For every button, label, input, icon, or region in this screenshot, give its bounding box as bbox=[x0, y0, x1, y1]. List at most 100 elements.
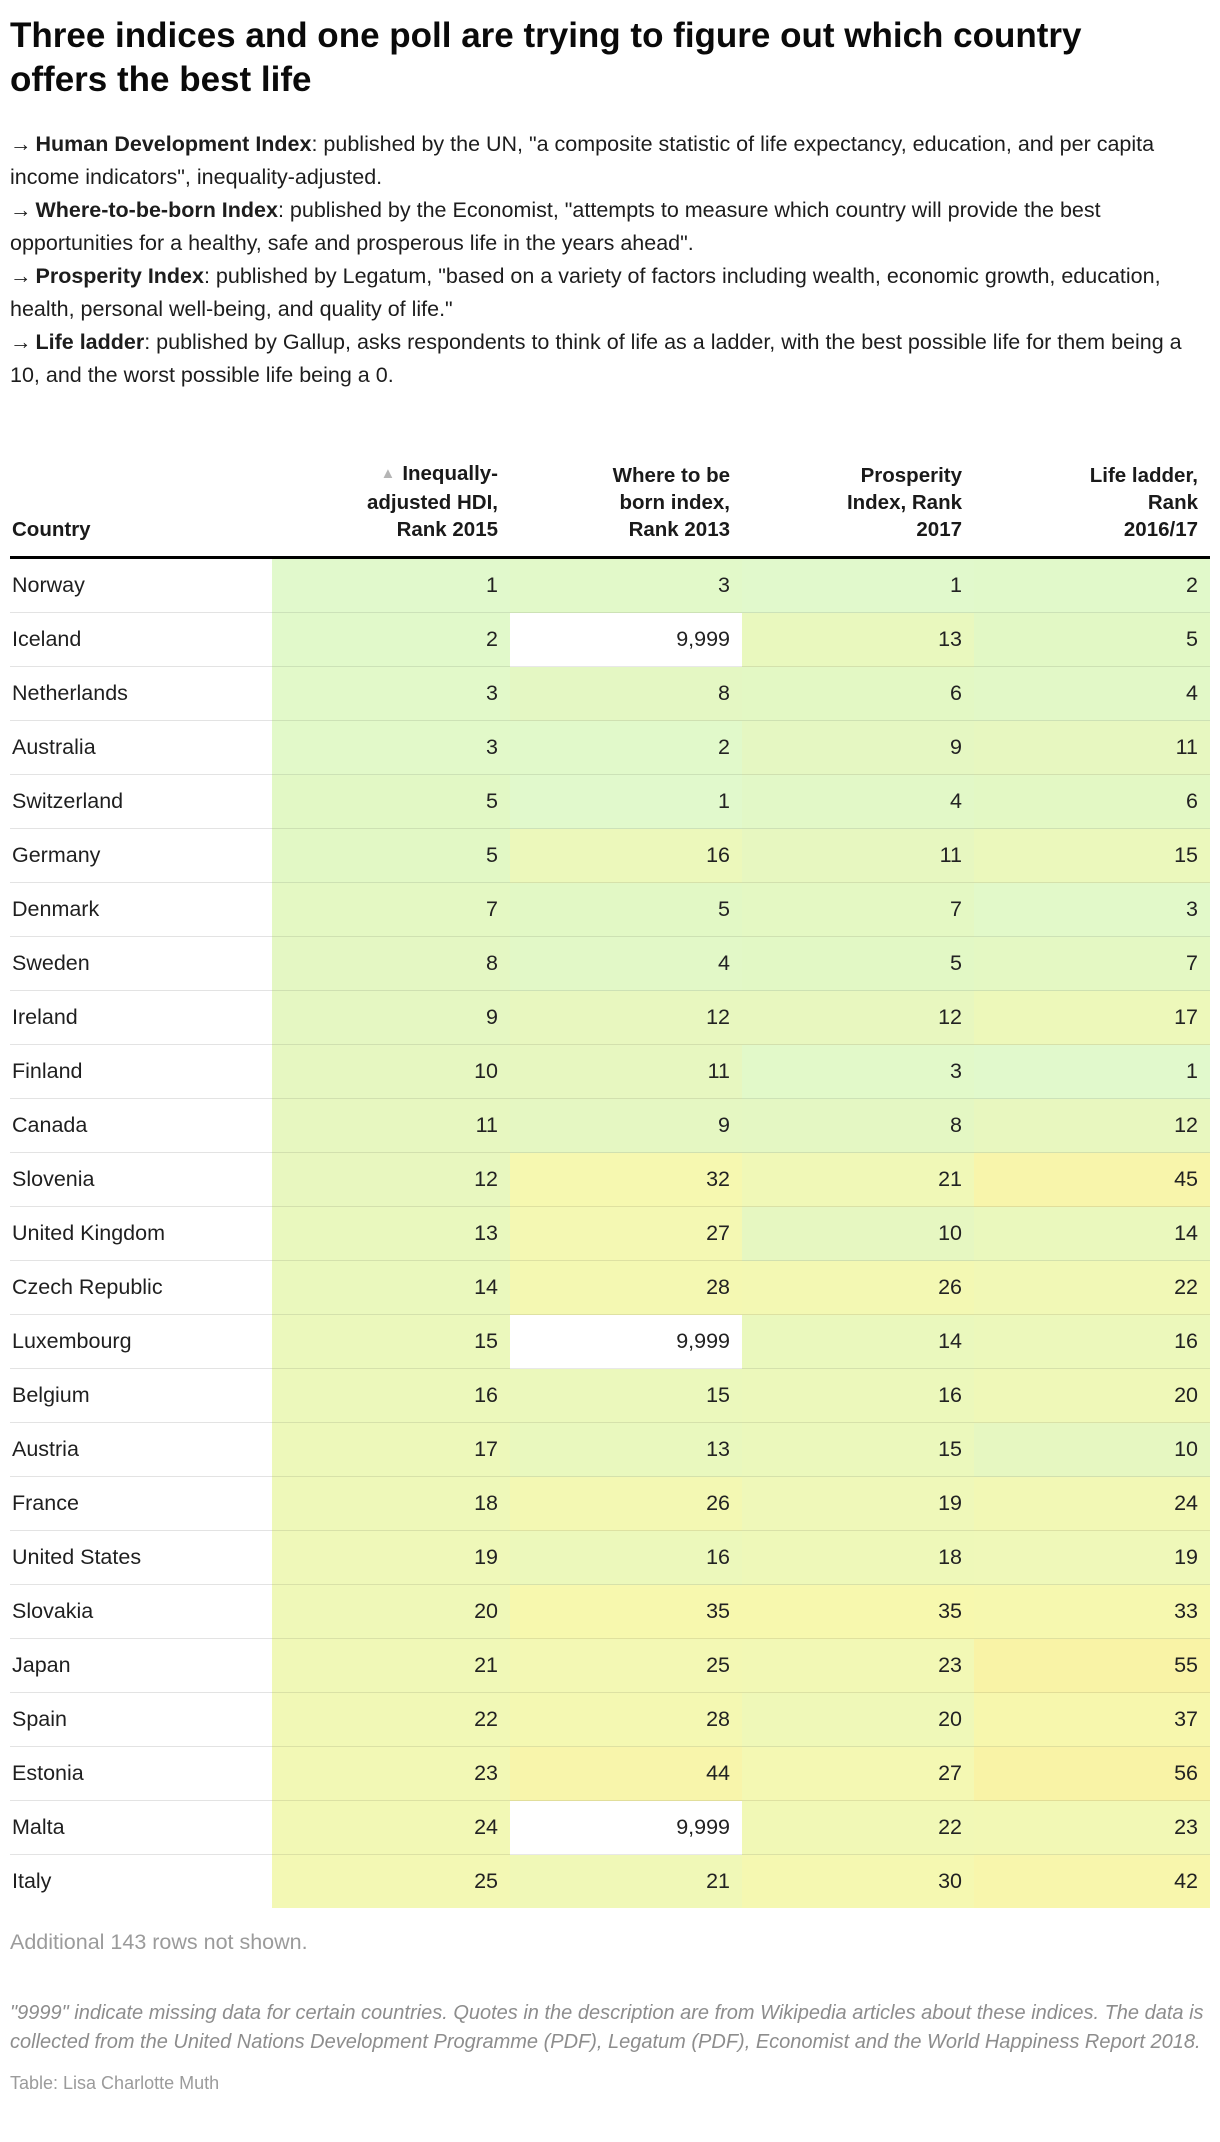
table-row: Australia 3 2 9 11 bbox=[10, 720, 1210, 775]
table-row: Estonia 23 44 27 56 bbox=[10, 1746, 1210, 1801]
country-cell: United States bbox=[10, 1530, 272, 1585]
rank-cell: 14 bbox=[742, 1314, 974, 1369]
table-row: Slovenia 12 32 21 45 bbox=[10, 1152, 1210, 1207]
rank-cell: 18 bbox=[742, 1530, 974, 1585]
country-cell: Slovakia bbox=[10, 1584, 272, 1639]
rank-cell: 12 bbox=[974, 1098, 1210, 1153]
table-row: Austria 17 13 15 10 bbox=[10, 1422, 1210, 1477]
rank-cell: 9 bbox=[272, 990, 510, 1045]
rank-cell: 16 bbox=[510, 828, 742, 883]
rank-cell: 26 bbox=[742, 1260, 974, 1315]
rank-cell: 22 bbox=[272, 1692, 510, 1747]
rank-cell: 26 bbox=[510, 1476, 742, 1531]
table-row: Japan 21 25 23 55 bbox=[10, 1638, 1210, 1693]
table-row: Spain 22 28 20 37 bbox=[10, 1692, 1210, 1747]
header-row: Country ▲ Inequally- adjusted HDI, Rank 2… bbox=[10, 454, 1210, 559]
country-cell: Czech Republic bbox=[10, 1260, 272, 1315]
rank-cell: 6 bbox=[974, 774, 1210, 829]
table-row: Netherlands 3 8 6 4 bbox=[10, 666, 1210, 721]
country-cell: Australia bbox=[10, 720, 272, 775]
rank-cell: 4 bbox=[974, 666, 1210, 721]
table-row: Malta 24 9,999 22 23 bbox=[10, 1800, 1210, 1855]
country-cell: Canada bbox=[10, 1098, 272, 1153]
country-cell: Norway bbox=[10, 557, 272, 613]
country-cell: Italy bbox=[10, 1854, 272, 1908]
index-text: : published by the UN, "a composite stat… bbox=[10, 132, 1155, 189]
country-cell: Belgium bbox=[10, 1368, 272, 1423]
rank-cell: 3 bbox=[974, 882, 1210, 937]
description-item: → Life ladder: published by Gallup, asks … bbox=[10, 326, 1210, 392]
rank-cell: 22 bbox=[974, 1260, 1210, 1315]
arrow-icon: → bbox=[10, 198, 32, 222]
rank-cell: 10 bbox=[742, 1206, 974, 1261]
rank-cell: 15 bbox=[272, 1314, 510, 1369]
index-name: Where-to-be-born Index bbox=[35, 198, 278, 222]
rank-cell: 28 bbox=[510, 1260, 742, 1315]
rank-cell: 28 bbox=[510, 1692, 742, 1747]
rank-cell: 2 bbox=[272, 612, 510, 667]
rank-cell: 12 bbox=[742, 990, 974, 1045]
arrow-icon: → bbox=[10, 132, 32, 156]
rank-cell: 19 bbox=[742, 1476, 974, 1531]
rank-cell: 3 bbox=[272, 720, 510, 775]
rank-cell: 24 bbox=[974, 1476, 1210, 1531]
rank-cell: 17 bbox=[272, 1422, 510, 1477]
rank-cell: 7 bbox=[974, 936, 1210, 991]
table-row: Finland 10 11 3 1 bbox=[10, 1044, 1210, 1099]
description-item: → Prosperity Index: published by Legatum,… bbox=[10, 260, 1210, 326]
country-cell: Denmark bbox=[10, 882, 272, 937]
rank-cell: 1 bbox=[974, 1044, 1210, 1099]
rank-cell: 20 bbox=[272, 1584, 510, 1639]
column-header-life-ladder[interactable]: Life ladder, Rank 2016/17 bbox=[974, 454, 1210, 559]
column-header-prosperity[interactable]: Prosperity Index, Rank 2017 bbox=[742, 454, 974, 559]
index-text: : published by Legatum, "based on a vari… bbox=[10, 264, 1161, 321]
rank-cell: 21 bbox=[742, 1152, 974, 1207]
rank-cell: 11 bbox=[742, 828, 974, 883]
rank-cell: 14 bbox=[272, 1260, 510, 1315]
rank-cell: 16 bbox=[974, 1314, 1210, 1369]
rank-cell: 30 bbox=[742, 1854, 974, 1908]
table-row: Belgium 16 15 16 20 bbox=[10, 1368, 1210, 1423]
rank-cell: 15 bbox=[742, 1422, 974, 1477]
description-item: → Human Development Index: published by t… bbox=[10, 128, 1210, 194]
rankings-table: Country ▲ Inequally- adjusted HDI, Rank 2… bbox=[10, 454, 1210, 1908]
arrow-icon: → bbox=[10, 264, 32, 288]
table-row: Germany 5 16 11 15 bbox=[10, 828, 1210, 883]
arrow-icon: → bbox=[10, 330, 32, 354]
rank-cell: 55 bbox=[974, 1638, 1210, 1693]
table-row: Canada 11 9 8 12 bbox=[10, 1098, 1210, 1153]
country-cell: Iceland bbox=[10, 612, 272, 667]
country-cell: Sweden bbox=[10, 936, 272, 991]
column-header-hdi[interactable]: ▲ Inequally- adjusted HDI, Rank 2015 bbox=[272, 454, 510, 559]
table-row: Slovakia 20 35 35 33 bbox=[10, 1584, 1210, 1639]
table-row: Luxembourg 15 9,999 14 16 bbox=[10, 1314, 1210, 1369]
table-row: Sweden 8 4 5 7 bbox=[10, 936, 1210, 991]
rank-cell: 13 bbox=[742, 612, 974, 667]
rank-cell: 45 bbox=[974, 1152, 1210, 1207]
table-row: United Kingdom 13 27 10 14 bbox=[10, 1206, 1210, 1261]
country-cell: Ireland bbox=[10, 990, 272, 1045]
table-row: Iceland 2 9,999 13 5 bbox=[10, 612, 1210, 667]
rank-cell: 5 bbox=[742, 936, 974, 991]
country-cell: Austria bbox=[10, 1422, 272, 1477]
country-cell: Germany bbox=[10, 828, 272, 883]
rank-cell: 1 bbox=[510, 774, 742, 829]
rank-cell: 20 bbox=[742, 1692, 974, 1747]
description: → Human Development Index: published by t… bbox=[10, 128, 1210, 392]
rank-cell: 11 bbox=[510, 1044, 742, 1099]
rank-cell: 19 bbox=[974, 1530, 1210, 1585]
table-row: Italy 25 21 30 42 bbox=[10, 1854, 1210, 1908]
rank-cell: 23 bbox=[742, 1638, 974, 1693]
rank-cell: 4 bbox=[510, 936, 742, 991]
rank-cell: 32 bbox=[510, 1152, 742, 1207]
country-cell: Finland bbox=[10, 1044, 272, 1099]
rank-cell: 27 bbox=[742, 1746, 974, 1801]
table-row: Czech Republic 14 28 26 22 bbox=[10, 1260, 1210, 1315]
rank-cell: 12 bbox=[272, 1152, 510, 1207]
column-header-where-to-be-born[interactable]: Where to be born index, Rank 2013 bbox=[510, 454, 742, 559]
country-cell: Japan bbox=[10, 1638, 272, 1693]
rank-cell: 3 bbox=[742, 1044, 974, 1099]
country-cell: Netherlands bbox=[10, 666, 272, 721]
column-header-country[interactable]: Country bbox=[10, 454, 272, 559]
country-cell: Luxembourg bbox=[10, 1314, 272, 1369]
